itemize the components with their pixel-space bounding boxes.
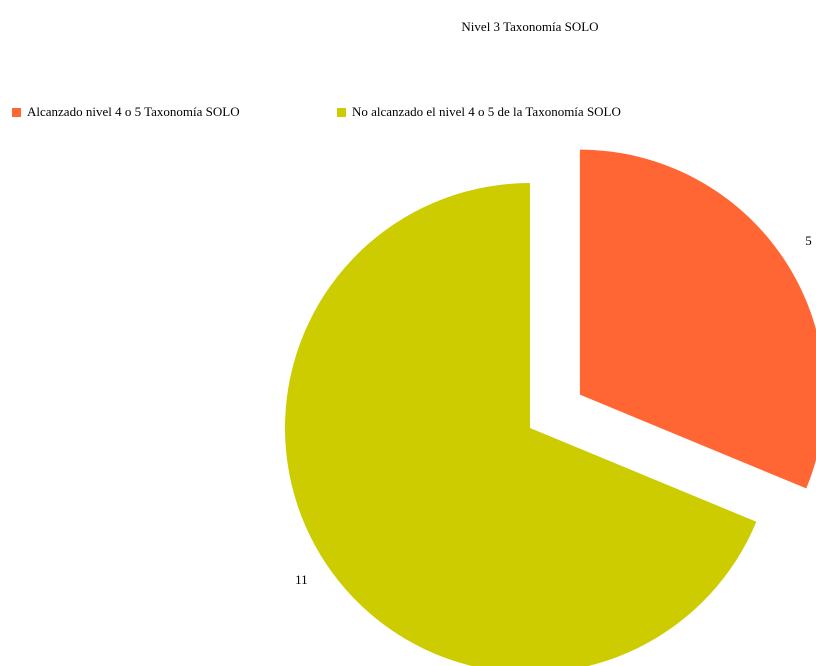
chart-title: Nivel 3 Taxonomía SOLO [461,19,598,34]
legend-swatch [12,108,21,117]
pie-slice [285,183,757,666]
data-label: 5 [805,233,812,248]
pie-slice [579,149,816,489]
data-label: 11 [295,572,308,587]
legend-swatch [337,108,346,117]
legend-label: No alcanzado el nivel 4 o 5 de la Taxono… [352,104,621,119]
legend-label: Alcanzado nivel 4 o 5 Taxonomía SOLO [27,104,240,119]
